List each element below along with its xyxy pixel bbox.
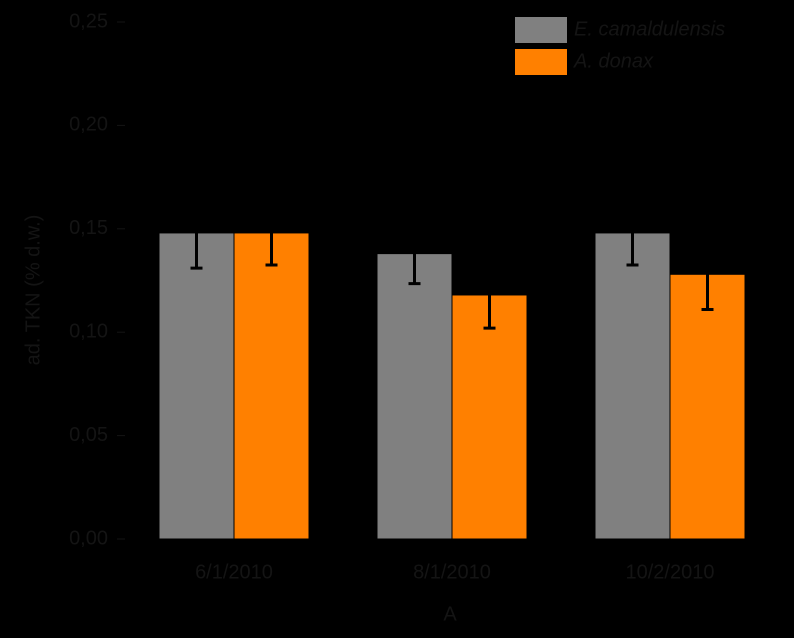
error-bar [701, 274, 714, 311]
bar [669, 273, 746, 540]
error-bar [483, 294, 496, 330]
y-tick-label: 0,15 [69, 217, 108, 239]
bar [376, 253, 453, 540]
y-tick-label: 0,10 [69, 320, 108, 342]
error-bar [265, 232, 278, 267]
legend-swatch [515, 49, 567, 75]
y-tick-label: 0,05 [69, 424, 108, 446]
legend-swatch [515, 17, 567, 43]
legend-label: E. camaldulensis [574, 18, 725, 40]
x-tick-label: 10/2/2010 [626, 561, 715, 583]
bar [594, 232, 671, 540]
bar [158, 232, 235, 540]
y-tick-label: 0,00 [69, 527, 108, 549]
bar [451, 294, 528, 540]
legend-label: A. donax [573, 50, 654, 72]
y-axis-label: ad. TKN (% d.w.) [22, 215, 44, 366]
x-tick-label: 8/1/2010 [413, 561, 491, 583]
error-bar [408, 253, 421, 286]
y-tick-label: 0,20 [69, 114, 108, 136]
error-bar [190, 232, 203, 270]
x-axis-label: A [443, 603, 457, 625]
x-tick-label: 6/1/2010 [195, 561, 273, 583]
bar [233, 232, 310, 540]
y-tick-label: 0,25 [69, 10, 108, 32]
error-bar [626, 232, 639, 267]
